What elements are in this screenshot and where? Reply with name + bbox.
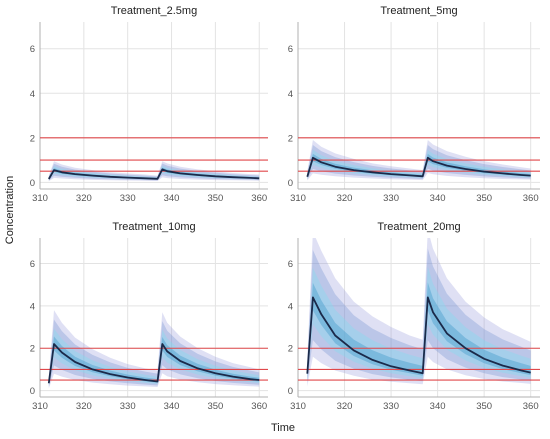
prediction-band-mid	[307, 248, 531, 383]
y-tick-label: 0	[288, 386, 293, 397]
panel-title: Treatment_5mg	[380, 5, 457, 17]
x-tick-label: 310	[290, 193, 306, 204]
panel-2: Treatment_10mg 310 320 330 340 350 360 0 2 4 6	[30, 221, 268, 412]
panel-0: Treatment_2.5mg 310 320 330 340 350 360 0 2 4 6	[30, 5, 268, 204]
x-tick-label: 340	[430, 193, 446, 204]
x-tick-label: 360	[251, 401, 267, 412]
x-tick-label: 340	[430, 401, 446, 412]
y-tick-label: 0	[30, 386, 35, 397]
x-tick-label: 340	[164, 401, 180, 412]
x-tick-label: 350	[207, 193, 223, 204]
x-tick-label: 320	[337, 401, 353, 412]
x-tick-label: 330	[120, 193, 136, 204]
x-tick-label: 310	[32, 193, 48, 204]
y-tick-label: 2	[288, 344, 293, 355]
x-tick-label: 340	[164, 193, 180, 204]
median-line	[306, 296, 531, 375]
y-tick-label: 4	[30, 301, 35, 312]
panel-1: Treatment_5mg 310 320 330 340 350 360 0 2 4 6	[288, 5, 540, 204]
y-tick-label: 4	[288, 301, 293, 312]
y-tick-label: 2	[30, 133, 35, 144]
x-tick-label: 360	[523, 193, 539, 204]
median-line	[47, 343, 260, 384]
prediction-band-cyan	[307, 266, 531, 380]
x-tick-label: 360	[251, 193, 267, 204]
y-tick-label: 6	[288, 44, 293, 55]
y-tick-label: 6	[288, 259, 293, 270]
x-tick-label: 350	[207, 401, 223, 412]
x-tick-label: 310	[32, 401, 48, 412]
x-tick-label: 330	[383, 401, 399, 412]
y-tick-label: 4	[288, 89, 293, 100]
panel-title: Treatment_20mg	[377, 221, 460, 233]
x-tick-label: 320	[76, 193, 92, 204]
y-tick-label: 4	[30, 89, 35, 100]
x-tick-label: 320	[337, 193, 353, 204]
panel-title: Treatment_10mg	[112, 221, 195, 233]
y-tick-label: 2	[288, 133, 293, 144]
x-tick-label: 320	[76, 401, 92, 412]
panel-3: Treatment_20mg 310 320 330 340 350 360 0 2 4 6	[288, 221, 540, 412]
x-tick-label: 310	[290, 401, 306, 412]
y-tick-label: 6	[30, 259, 35, 270]
panel-title: Treatment_2.5mg	[111, 5, 197, 17]
median-line	[48, 168, 260, 180]
x-tick-label: 350	[476, 401, 492, 412]
y-tick-label: 0	[288, 178, 293, 189]
x-axis-label: Time	[271, 422, 295, 434]
x-tick-label: 350	[476, 193, 492, 204]
x-tick-label: 360	[523, 401, 539, 412]
prediction-band-outer	[307, 238, 531, 387]
x-tick-label: 330	[120, 401, 136, 412]
x-tick-label: 330	[383, 193, 399, 204]
median-line	[306, 156, 531, 178]
y-axis-label: Concentration	[4, 176, 16, 245]
y-tick-label: 2	[30, 344, 35, 355]
y-tick-label: 0	[30, 178, 35, 189]
y-tick-label: 6	[30, 44, 35, 55]
